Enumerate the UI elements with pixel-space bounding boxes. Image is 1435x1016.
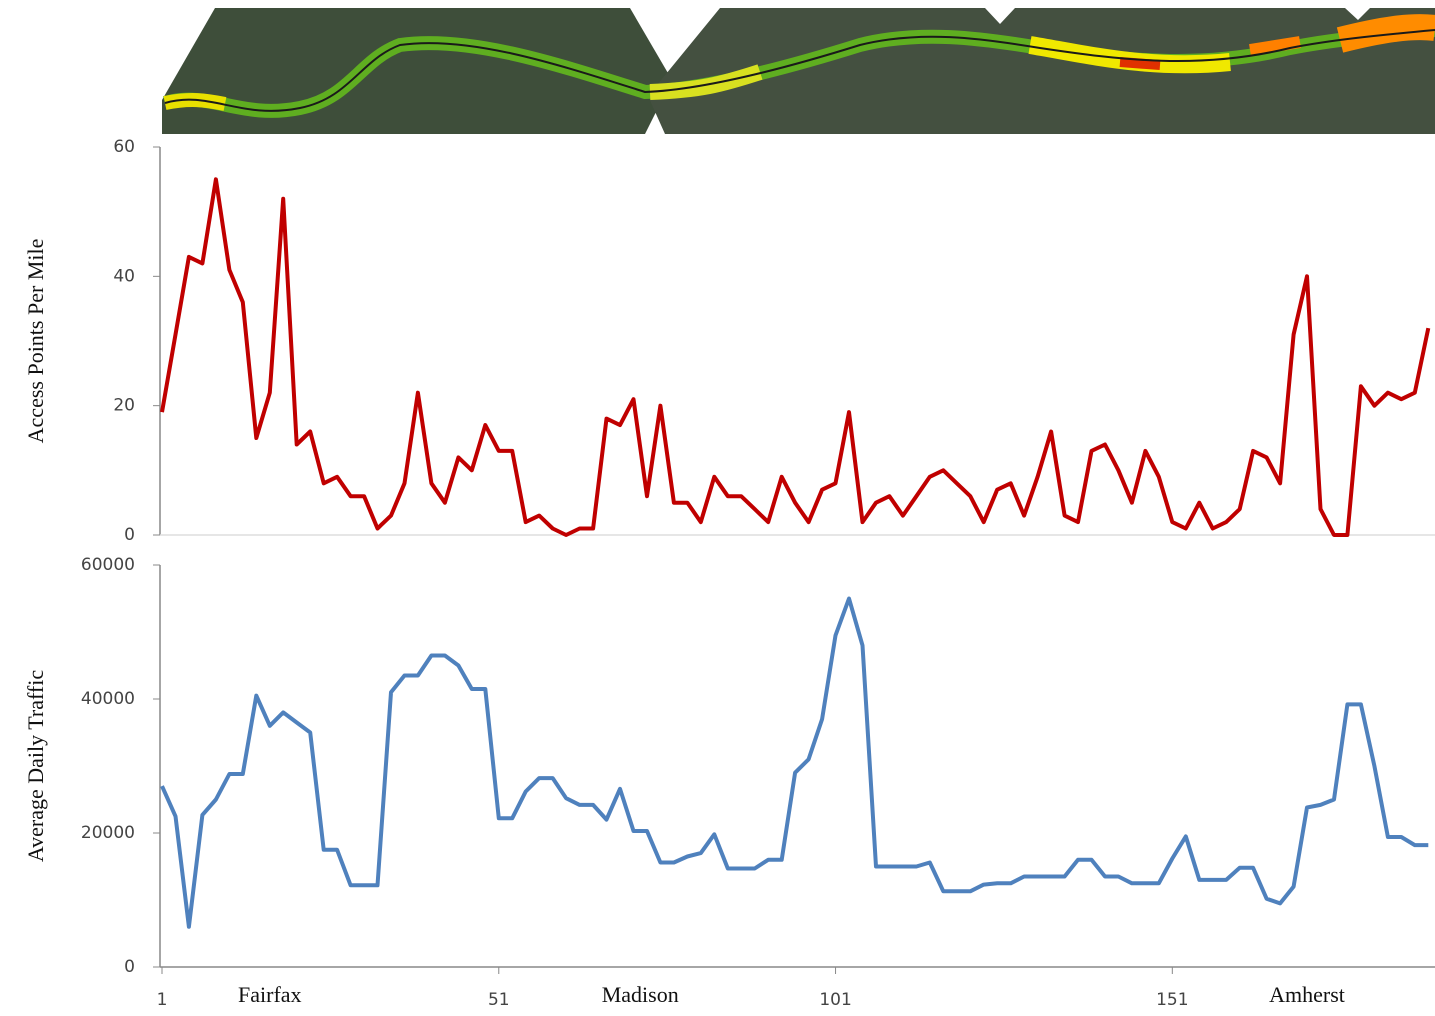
y-tick-label: 0 (124, 525, 135, 545)
y-tick-label: 20 (113, 396, 135, 416)
x-tick-label: 101 (819, 990, 851, 1010)
y-tick-label: 60 (113, 137, 135, 157)
y-axis-label: Access Points Per Mile (23, 239, 48, 444)
y-tick-label: 40000 (81, 689, 135, 709)
line-series (160, 596, 1429, 929)
plots: 0 20 40 60 Access Points Per Mile 0 20000 40000… (23, 137, 1435, 1010)
x-tick-label: 151 (1156, 990, 1188, 1010)
y-tick-label: 40 (113, 266, 135, 286)
y-tick-label: 20000 (81, 823, 135, 843)
annotation: Madison (602, 982, 679, 1007)
annotation: Fairfax (238, 982, 302, 1007)
line-series (160, 177, 1431, 537)
x-tick-label: 51 (488, 990, 510, 1010)
annotation: Amherst (1269, 982, 1345, 1007)
route-map (162, 8, 1435, 134)
x-tick-label: 1 (157, 990, 168, 1010)
y-tick-label: 60000 (81, 555, 135, 575)
y-tick-label: 0 (124, 957, 135, 977)
y-axis-label: Average Daily Traffic (23, 670, 48, 862)
